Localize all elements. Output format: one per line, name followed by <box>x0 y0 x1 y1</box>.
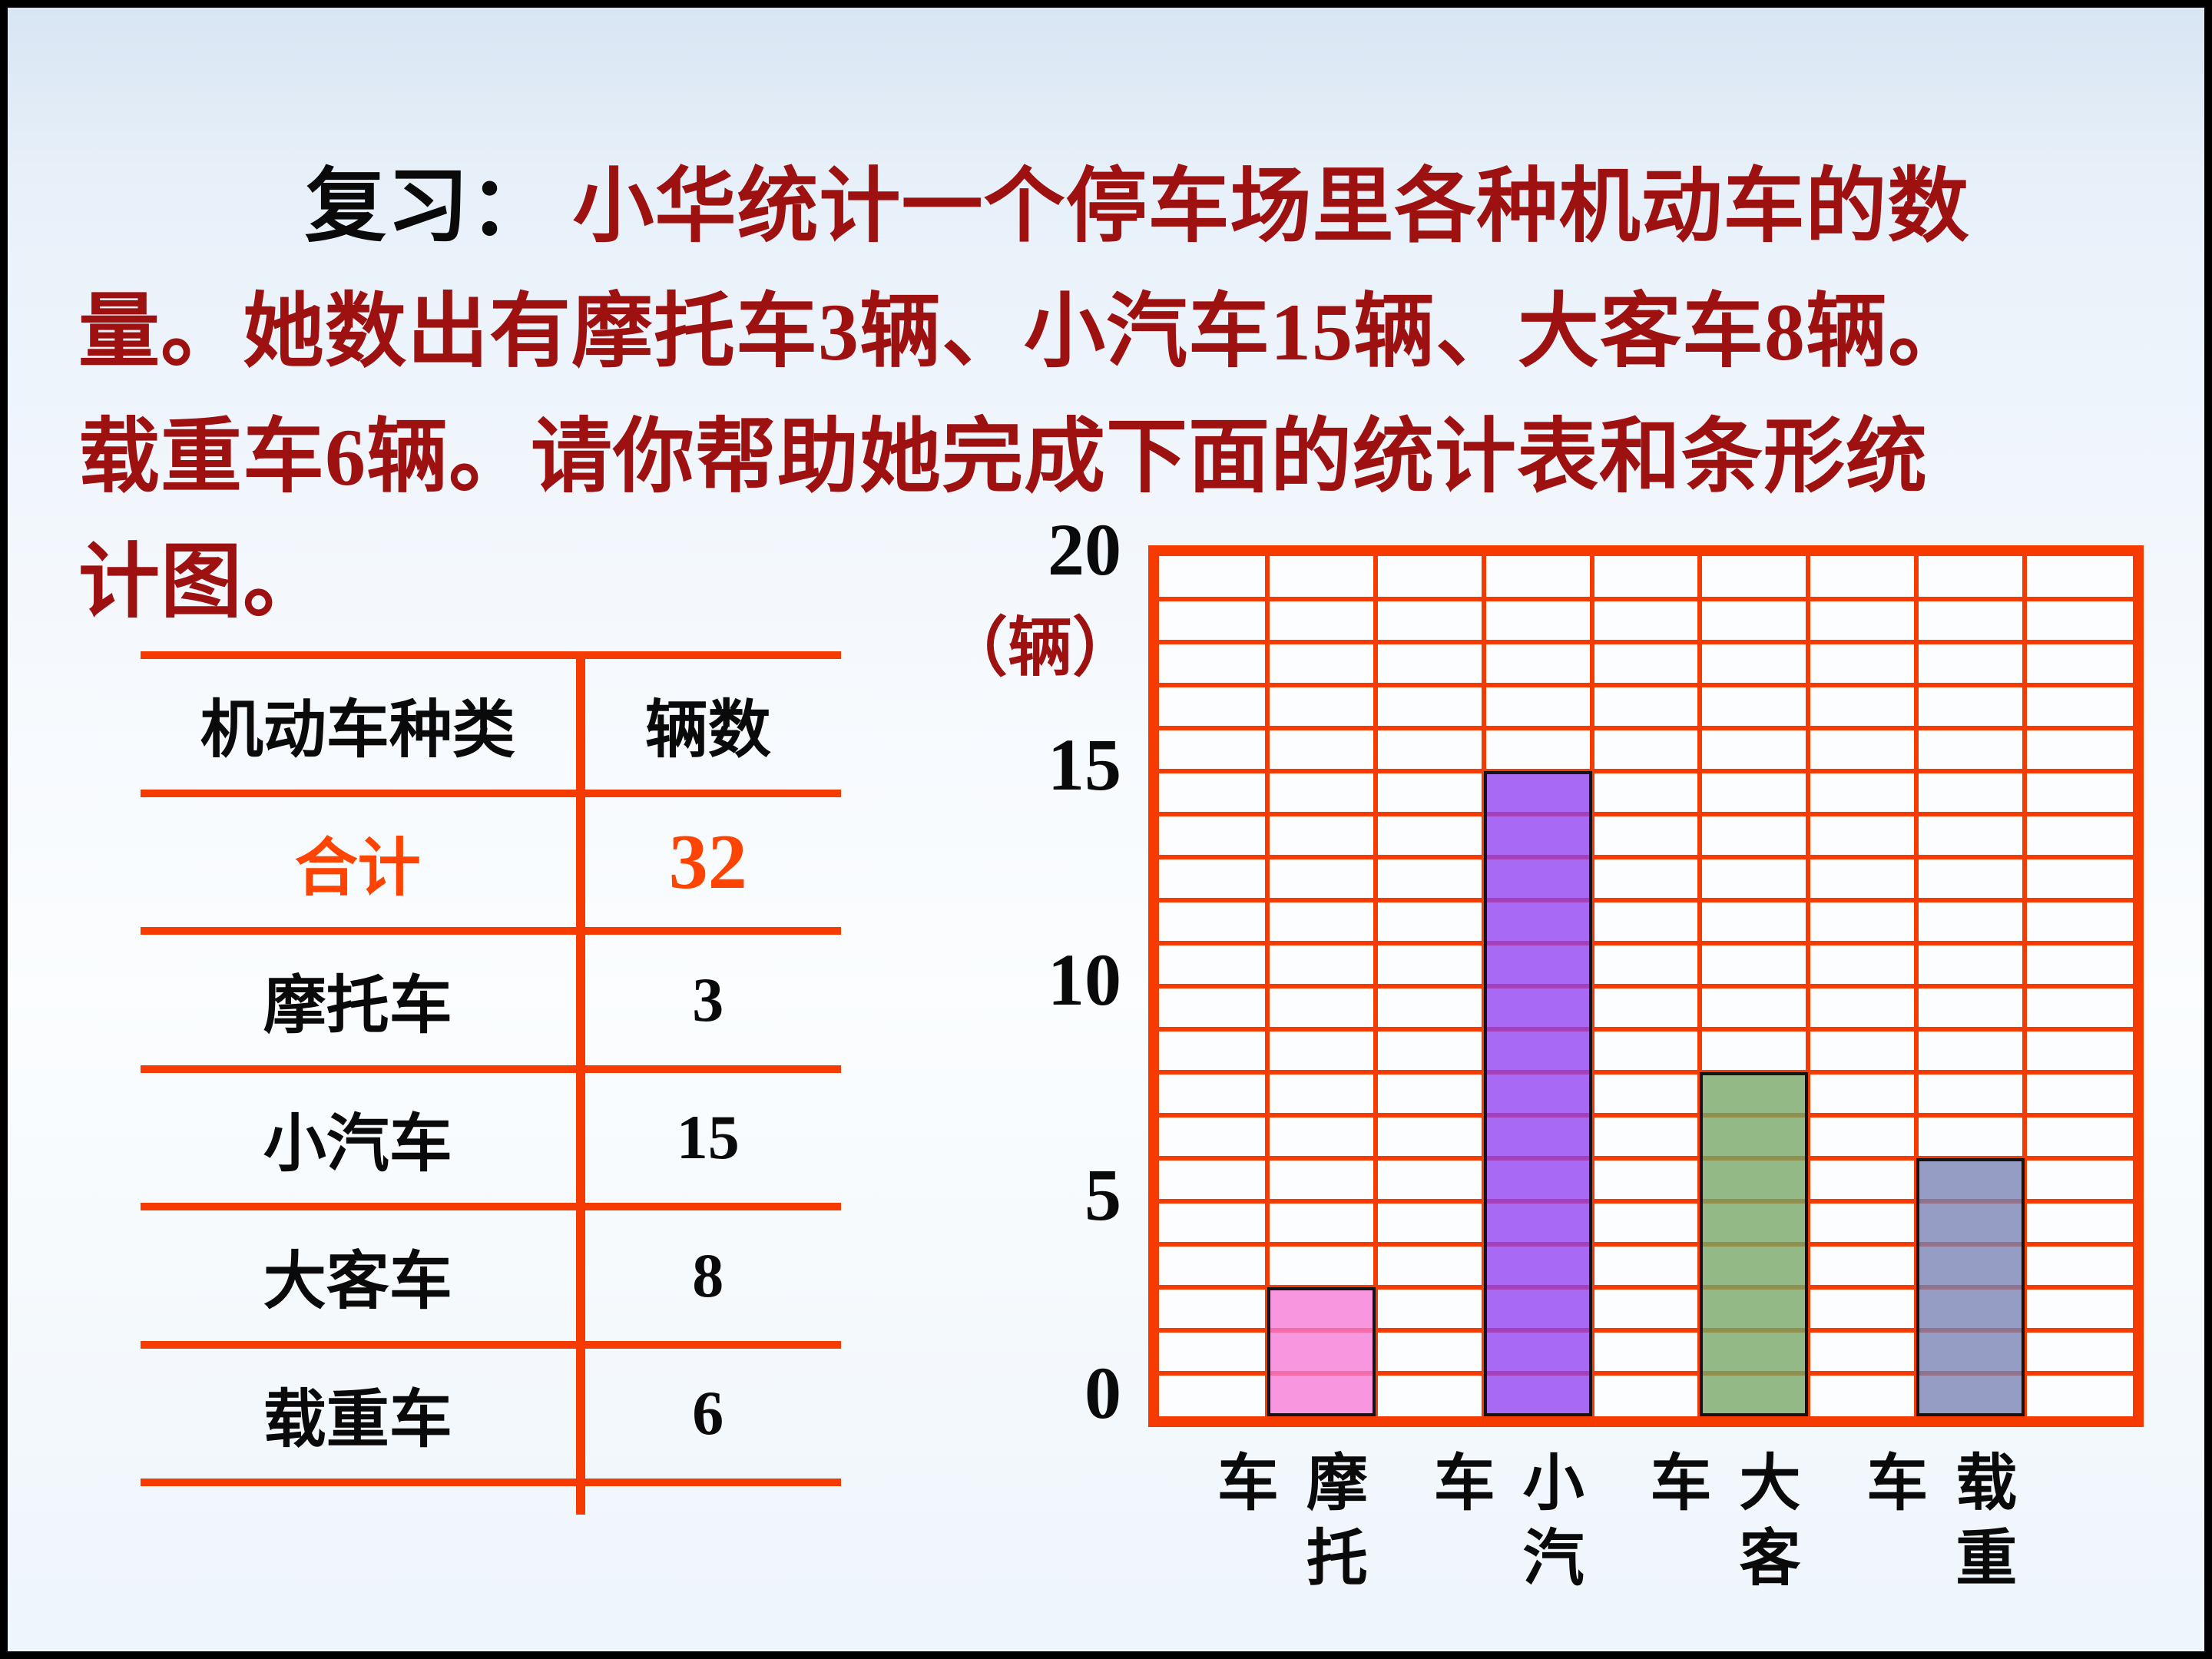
grid-hline <box>1159 941 2133 945</box>
table-cell-category: 大客车 <box>263 1247 452 1317</box>
grid-hline <box>1159 1027 2133 1031</box>
y-axis-unit-label: （辆） <box>942 613 1137 684</box>
table-row: 合计 32 <box>141 797 841 935</box>
table-cell-value: 3 <box>692 964 724 1035</box>
bar-载重车 <box>1916 1158 2025 1416</box>
problem-line-1-text: 小华统计一个停车场里各种机动车的数 <box>551 162 1970 252</box>
table-cell-value: 32 <box>668 818 747 906</box>
bar-小汽车 <box>1483 771 1592 1416</box>
chart-grid <box>1159 556 2133 1416</box>
grid-vline <box>1373 556 1378 1416</box>
bar-大客车 <box>1700 1072 1809 1416</box>
table-header-type: 机动车种类 <box>200 695 515 766</box>
grid-hline <box>1159 683 2133 687</box>
grid-hline <box>1159 769 2133 773</box>
grid-hline <box>1159 812 2133 816</box>
x-category-label: 载重车 <box>1857 1450 2015 1601</box>
table-column-divider <box>576 651 585 1515</box>
grid-hline <box>1159 855 2133 859</box>
grid-hline <box>1159 1070 2133 1075</box>
grid-vline <box>2022 556 2028 1416</box>
review-label: 复习： <box>305 162 551 252</box>
y-tick-label: 0 <box>1084 1352 1121 1434</box>
table-cell-value: 15 <box>676 1102 740 1173</box>
y-tick-label: 15 <box>1048 724 1121 806</box>
grid-vline <box>1264 556 1270 1416</box>
table-row: 大客车 8 <box>141 1210 841 1349</box>
grid-hline <box>1159 1113 2133 1118</box>
grid-hline <box>1159 597 2133 601</box>
table-header-count: 辆数 <box>644 695 771 766</box>
x-category-label: 小汽车 <box>1424 1450 1581 1601</box>
table-row: 摩托车 3 <box>141 935 841 1073</box>
grid-hline <box>1159 1242 2133 1247</box>
table-row: 载重车 6 <box>141 1349 841 1486</box>
table-cell-value: 6 <box>692 1378 724 1449</box>
grid-hline <box>1159 1156 2133 1161</box>
y-tick-label: 5 <box>1084 1154 1121 1236</box>
bar-chart-plot-area <box>1148 545 2144 1427</box>
grid-vline <box>1589 556 1594 1416</box>
table-cell-category: 摩托车 <box>263 971 452 1041</box>
bar-摩托车 <box>1267 1287 1376 1416</box>
table-cell-category: 合计 <box>294 833 421 903</box>
problem-line-3: 载重车6辆。请你帮助她完成下面的统计表和条形统 <box>78 412 1928 502</box>
grid-hline <box>1159 984 2133 988</box>
grid-hline <box>1159 640 2133 644</box>
x-category-label: 摩托车 <box>1207 1450 1365 1601</box>
table-cell-category: 载重车 <box>263 1384 452 1455</box>
grid-hline <box>1159 1199 2133 1204</box>
statistics-table: 机动车种类 辆数合计 32 摩托车 3 小汽车 15 大客车 8 载重车 6 <box>141 651 841 1486</box>
problem-line-1: 复习： 小华统计一个停车场里各种机动车的数 <box>78 144 2167 270</box>
grid-hline <box>1159 726 2133 730</box>
table-row: 小汽车 15 <box>141 1073 841 1210</box>
table-cell-value: 8 <box>692 1240 724 1310</box>
table-cell-category: 小汽车 <box>263 1108 452 1179</box>
x-category-label: 大客车 <box>1641 1450 1798 1601</box>
grid-hline <box>1159 898 2133 902</box>
grid-hline <box>1159 1328 2133 1333</box>
grid-vline <box>1697 556 1703 1416</box>
grid-hline <box>1159 1371 2133 1376</box>
problem-line-2: 量。她数出有摩托车3辆、小汽车15辆、大客车8辆。 <box>78 287 1970 377</box>
table-header-row: 机动车种类 辆数 <box>141 659 841 797</box>
y-tick-label: 10 <box>1048 939 1121 1021</box>
problem-text: 复习： 小华统计一个停车场里各种机动车的数 量。她数出有摩托车3辆、小汽车15辆… <box>78 144 2167 645</box>
problem-line-4: 计图。 <box>78 538 325 628</box>
y-tick-label: 20 <box>1048 508 1121 591</box>
grid-hline <box>1159 1285 2133 1290</box>
grid-vline <box>1914 556 1919 1416</box>
grid-vline <box>1806 556 1811 1416</box>
